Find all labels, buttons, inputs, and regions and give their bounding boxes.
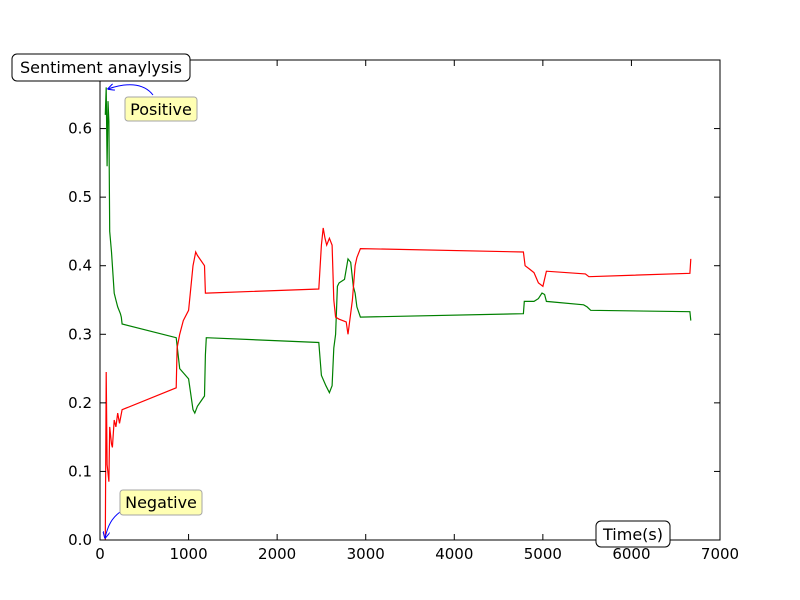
positive-label-box xyxy=(124,96,198,122)
title-text: Sentiment anaylysis xyxy=(20,58,182,77)
x-tick-label: 4000 xyxy=(435,545,473,563)
x-tick-label: 5000 xyxy=(524,545,562,563)
series-line-1 xyxy=(104,227,692,541)
y-tick-label: 0.3 xyxy=(68,325,92,343)
chart-title: Sentiment anaylysis xyxy=(11,53,191,82)
title-box xyxy=(11,53,191,82)
x-axis: 0 1000 2000 3000 4000 5000 6000 7000 xyxy=(95,60,739,563)
positive-label: Positive xyxy=(130,100,192,119)
negative-label: Negative xyxy=(125,493,197,512)
x-axis-label: Time(s) xyxy=(595,520,671,548)
annotation-positive: Positive xyxy=(108,85,198,122)
negative-label-box xyxy=(119,489,203,516)
y-tick-label: 0.6 xyxy=(68,120,92,138)
y-axis: 0.0 0.1 0.2 0.3 0.4 0.5 0.6 xyxy=(68,120,720,549)
negative-arrow xyxy=(105,511,121,538)
positive-arrow xyxy=(108,85,154,96)
y-tick-label: 0.4 xyxy=(68,257,92,275)
x-tick-label: 7000 xyxy=(701,545,739,563)
xlabel-text: Time(s) xyxy=(602,525,663,544)
xlabel-box xyxy=(595,520,671,548)
y-tick-label: 0.0 xyxy=(68,531,92,549)
plot-frame xyxy=(99,59,721,541)
series-line-0 xyxy=(104,87,692,415)
x-tick-label: 6000 xyxy=(612,545,650,563)
x-tick-label: 3000 xyxy=(347,545,385,563)
annotation-negative: Negative xyxy=(105,489,203,538)
x-tick-label: 0 xyxy=(95,545,105,563)
y-tick-label: 0.5 xyxy=(68,188,92,206)
x-tick-label: 2000 xyxy=(258,545,296,563)
series-layer xyxy=(104,87,692,541)
y-tick-label: 0.2 xyxy=(68,394,92,412)
y-tick-label: 0.1 xyxy=(68,462,92,480)
x-tick-label: 1000 xyxy=(169,545,207,563)
